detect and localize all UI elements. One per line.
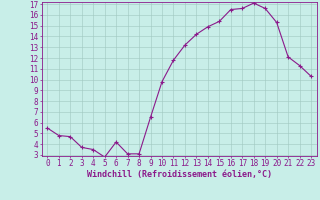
- X-axis label: Windchill (Refroidissement éolien,°C): Windchill (Refroidissement éolien,°C): [87, 170, 272, 179]
